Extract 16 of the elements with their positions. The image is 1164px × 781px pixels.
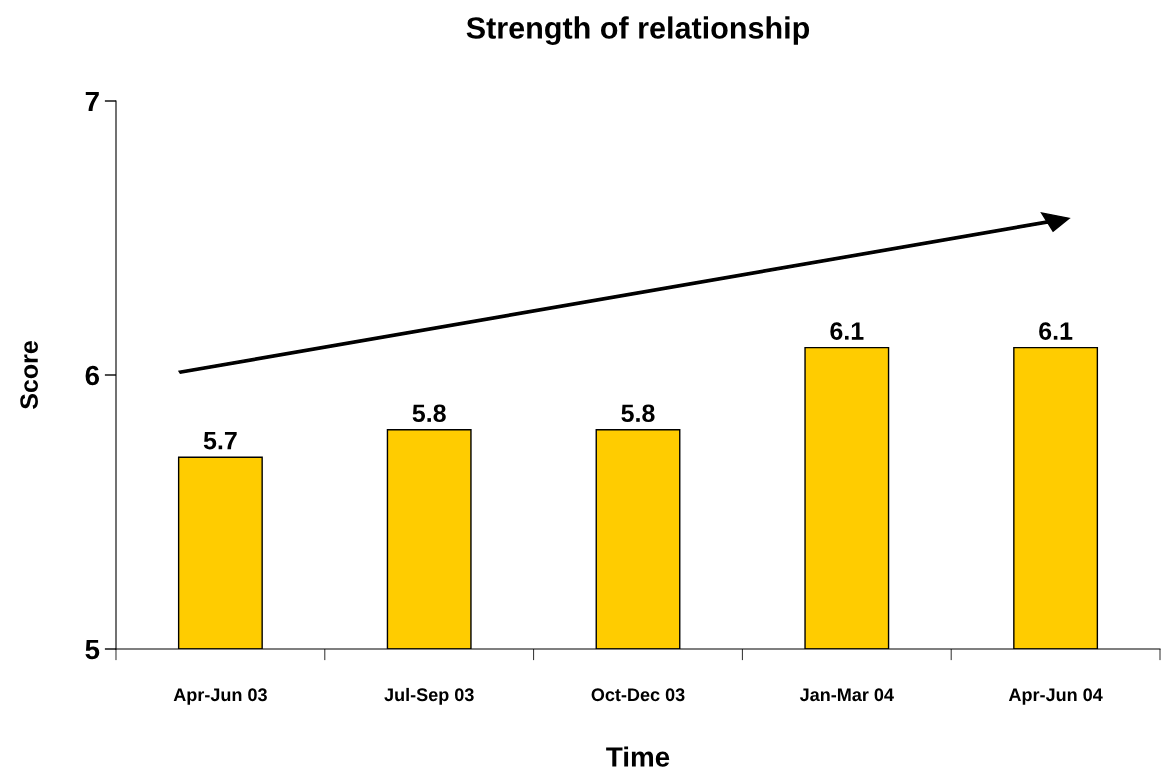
x-tick-label: Jul-Sep 03 [384,687,474,705]
data-label: 5.8 [412,404,446,423]
y-axis-title: Score [20,341,38,410]
x-tick-label: Apr-Jun 04 [1008,688,1103,705]
data-label: 6.1 [1039,322,1073,340]
x-tick-label: Apr-Jun 03 [173,688,267,705]
y-tick-label: 6 [85,365,100,386]
x-axis-title: Time [606,746,670,767]
data-label: 5.7 [203,432,237,450]
data-label: 5.8 [621,404,655,423]
y-tick-label: 5 [85,639,100,660]
x-tick-label: Jan-Mar 04 [799,688,894,702]
y-tick-label: 7 [85,91,99,112]
x-tick-label: Oct-Dec 03 [591,688,685,702]
chart-title: Strength of relationship [466,16,810,45]
data-label: 6.1 [830,322,864,340]
